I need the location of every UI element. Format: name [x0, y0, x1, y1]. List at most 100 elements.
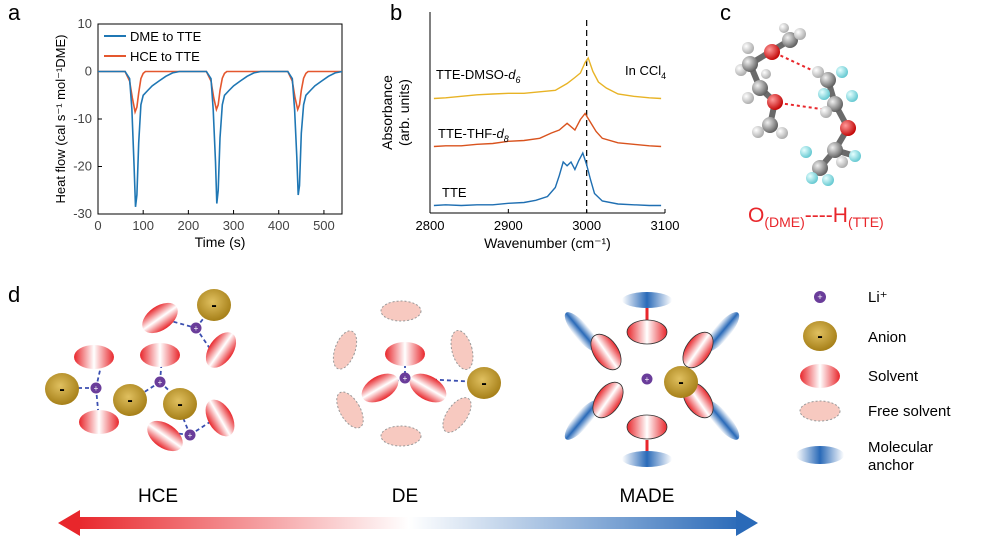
solvent-molecule: [682, 331, 714, 369]
y-tick-label: -20: [73, 159, 92, 174]
spectrum-line: [433, 112, 662, 148]
free-solvent-molecule: [450, 330, 474, 370]
legend-label-li: Li⁺: [868, 289, 888, 306]
solvent-molecule: [626, 414, 668, 440]
svg-text:+: +: [188, 431, 193, 440]
solvent-molecule: [385, 342, 425, 366]
legend-label-solvent: Solvent: [868, 368, 919, 385]
svg-text:-: -: [59, 381, 64, 398]
spectrum-line: [433, 151, 662, 207]
x-tick-label: 3100: [651, 218, 680, 233]
spectrum-label: TTE-DMSO-d6: [436, 67, 520, 85]
label-hce: HCE: [138, 486, 178, 507]
svg-text:-: -: [177, 396, 182, 413]
svg-text:-: -: [211, 297, 216, 314]
panel-label-b: b: [390, 0, 402, 25]
hydrogen-bond-line: [774, 52, 819, 74]
x-axis-label: Wavenumber (cm⁻¹): [484, 235, 611, 251]
anion-icon: -: [803, 321, 837, 351]
y-tick-label: -30: [73, 206, 92, 221]
spectrum-line: [433, 56, 662, 100]
atom-group: [735, 23, 861, 186]
x-tick-label: 300: [223, 218, 245, 233]
panel-d-legend: + - Li⁺ Anion Solvent Free solvent Molec…: [796, 289, 951, 474]
anion: -: [664, 366, 698, 398]
x-tick-label: 2800: [416, 218, 445, 233]
label-de: DE: [392, 486, 418, 507]
svg-text:+: +: [158, 378, 163, 387]
molecular-anchor: [564, 312, 600, 352]
y-tick-label: 0: [85, 64, 92, 79]
svg-text:+: +: [194, 324, 199, 333]
x-tick-label: 2900: [494, 218, 523, 233]
legend-label-free-solvent: Free solvent: [868, 403, 951, 420]
hce-cluster: - - - - + + + +: [45, 289, 237, 452]
x-tick-label: 200: [178, 218, 200, 233]
solvent-molecule: [361, 373, 399, 403]
svg-text:+: +: [817, 292, 822, 302]
legend-label: DME to TTE: [130, 29, 202, 44]
solvent-annotation: In CCl4: [625, 63, 666, 81]
hydrogen-bond-line: [778, 102, 829, 111]
li-ion: +: [154, 376, 166, 388]
ir-spectra-chart: 2800 2900 3000 3100 Wavenumber (cm⁻¹) Absorba…: [379, 12, 679, 251]
svg-text:-: -: [678, 374, 683, 391]
x-axis-label: Time (s): [195, 234, 246, 250]
legend-label: HCE to TTE: [130, 49, 200, 64]
li-ion: +: [641, 373, 653, 385]
molecular-anchor: [564, 400, 600, 440]
y-axis-label: Heat flow (cal s⁻¹ mol⁻¹DME): [53, 34, 68, 203]
free-solvent-molecule: [332, 330, 358, 370]
y-tick-label: -10: [73, 111, 92, 126]
x-tick-label: 400: [268, 218, 290, 233]
made-cluster: + -: [564, 292, 740, 467]
solvent-molecule: [140, 343, 180, 367]
solvent-molecule: [626, 319, 668, 345]
molecular-anchor: [704, 400, 740, 440]
x-tick-label: 100: [132, 218, 154, 233]
x-tick-label: 500: [313, 218, 335, 233]
panel-label-a: a: [8, 0, 21, 25]
solvent-molecule: [79, 410, 119, 434]
spectrum-label: TTE: [442, 185, 467, 200]
solvent-icon: [800, 364, 840, 388]
solvent-molecule: [142, 302, 178, 334]
li-ion: +: [190, 322, 202, 334]
spectrum-label: TTE-THF-d8: [438, 126, 509, 144]
svg-text:+: +: [94, 384, 99, 393]
y-axis-label: Absorbance(arb. units): [379, 75, 412, 150]
y-tick-label: 10: [78, 16, 92, 31]
li-ion: +: [399, 372, 411, 384]
label-made: MADE: [620, 486, 675, 507]
x-tick-label: 0: [94, 218, 101, 233]
x-tick-label: 3000: [572, 218, 601, 233]
de-cluster: - +: [332, 300, 501, 447]
li-ion: +: [184, 429, 196, 441]
solvent-molecule: [74, 345, 114, 369]
molecular-anchor-icon: [796, 446, 844, 464]
free-solvent-icon: [799, 400, 841, 422]
free-solvent-molecule: [380, 300, 422, 322]
li-icon: +: [814, 291, 826, 303]
solvent-molecule: [592, 381, 624, 419]
panel-label-d: d: [8, 282, 20, 307]
anion: -: [467, 367, 501, 399]
molecule-model: [735, 23, 861, 186]
panel-label-c: c: [720, 0, 731, 25]
solvent-molecule: [205, 332, 237, 368]
gradient-arrow: [58, 510, 758, 536]
legend-label-anion: Anion: [868, 329, 906, 346]
free-solvent-molecule: [442, 397, 472, 433]
solvent-molecule: [409, 373, 447, 403]
li-ion: +: [90, 382, 102, 394]
anion: -: [197, 289, 231, 321]
free-solvent-molecule: [336, 391, 364, 429]
hydrogen-bond-label: O(DME)----H(TTE): [748, 204, 884, 230]
svg-text:-: -: [481, 375, 486, 392]
series-line: [98, 70, 342, 115]
legend-label-molecular-anchor: Molecular anchor: [868, 439, 933, 474]
solvent-molecule: [147, 420, 183, 452]
molecular-anchor: [622, 451, 672, 467]
